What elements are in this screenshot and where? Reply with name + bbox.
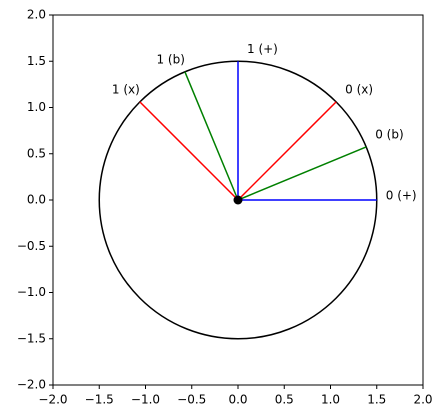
segment-label: 1 (+) [247,42,278,56]
segment [184,71,239,201]
y-tick-label: −1.5 [17,331,46,345]
center-point [233,195,243,205]
axes-frame [52,14,424,386]
y-tick-label: 0.0 [27,193,46,207]
segment [237,101,337,201]
x-tick-label: 1.5 [367,393,386,407]
x-tick-label: 1.0 [321,393,340,407]
y-tick-label: 0.5 [27,146,46,160]
x-tick-label: 0.5 [275,393,294,407]
y-tick-label: −2.0 [17,378,46,392]
segment-label: 0 (x) [345,82,373,96]
y-tick-label: −0.5 [17,239,46,253]
x-tick-label: −0.5 [177,393,206,407]
x-tick-label: 2.0 [413,393,432,407]
segment [237,146,367,201]
y-tick-label: 2.0 [27,8,46,22]
segment-label: 1 (b) [156,52,184,66]
x-tick-label: −1.5 [85,393,114,407]
segment-label: 0 (b) [375,127,403,141]
segment-label: 0 (+) [386,189,417,203]
x-tick-label: −2.0 [38,393,67,407]
y-tick-label: −1.0 [17,285,46,299]
y-tick-label: 1.0 [27,100,46,114]
x-tick-label: 0.0 [228,393,247,407]
segment-label: 1 (x) [112,82,140,96]
y-tick-label: 1.5 [27,54,46,68]
segment [139,101,239,201]
x-tick-label: −1.0 [131,393,160,407]
